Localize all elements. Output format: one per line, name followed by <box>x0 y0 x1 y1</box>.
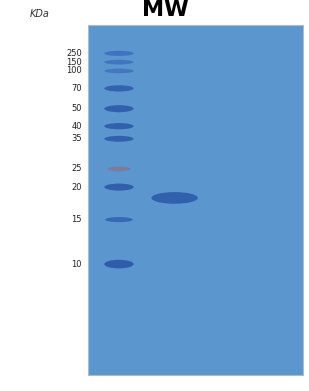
Text: 25: 25 <box>71 164 82 173</box>
Ellipse shape <box>104 85 134 91</box>
Ellipse shape <box>104 68 134 73</box>
Ellipse shape <box>104 105 134 112</box>
Ellipse shape <box>105 217 133 222</box>
Ellipse shape <box>151 192 198 204</box>
Text: 20: 20 <box>71 183 82 192</box>
Text: 70: 70 <box>71 84 82 93</box>
Ellipse shape <box>104 183 134 190</box>
Text: 50: 50 <box>71 104 82 113</box>
FancyBboxPatch shape <box>88 25 303 375</box>
Ellipse shape <box>104 123 134 129</box>
Ellipse shape <box>104 260 134 268</box>
Text: 35: 35 <box>71 134 82 143</box>
Text: MW: MW <box>142 0 189 20</box>
Ellipse shape <box>108 167 131 171</box>
Text: 15: 15 <box>71 215 82 224</box>
Ellipse shape <box>104 51 134 56</box>
Text: 250: 250 <box>66 49 82 58</box>
Ellipse shape <box>104 60 134 65</box>
Text: 10: 10 <box>71 260 82 269</box>
Text: KDa: KDa <box>30 9 50 19</box>
Text: 100: 100 <box>66 66 82 75</box>
Text: 40: 40 <box>71 122 82 131</box>
Ellipse shape <box>104 136 134 142</box>
Text: 150: 150 <box>66 57 82 66</box>
